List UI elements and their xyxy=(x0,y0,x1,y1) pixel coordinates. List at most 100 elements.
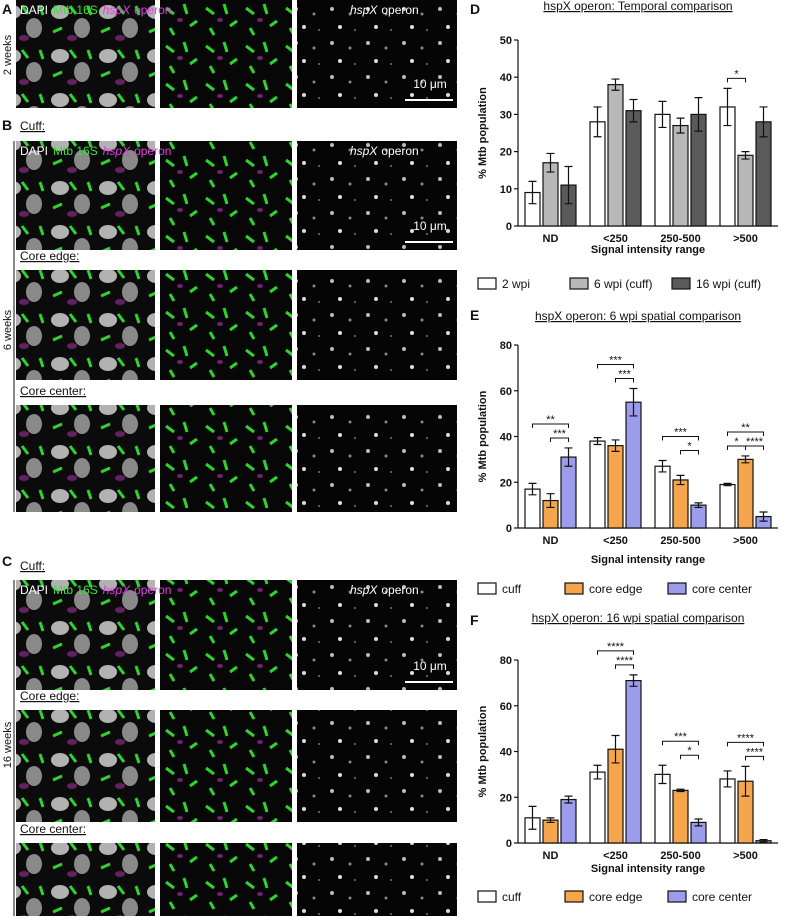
y-tick-label: 30 xyxy=(500,109,512,121)
x-tick-label: <250 xyxy=(603,850,628,862)
significance-label: * xyxy=(734,436,739,448)
micrograph xyxy=(160,141,292,250)
bar xyxy=(654,773,671,844)
scale-bar-label: 10 μm xyxy=(413,219,447,233)
x-tick-label: ND xyxy=(543,850,559,862)
channel-name: hspX xyxy=(103,3,131,17)
region-label: Core edge: xyxy=(20,249,79,263)
significance-label: *** xyxy=(609,354,623,366)
significance-label: *** xyxy=(618,368,632,380)
error-bar xyxy=(611,78,620,91)
error-bar xyxy=(593,764,602,780)
bar xyxy=(589,771,606,844)
micrograph xyxy=(297,270,457,380)
legend-swatch xyxy=(564,582,584,595)
error-bar xyxy=(723,87,732,127)
channel-name: Mtb 16S xyxy=(53,144,98,158)
micrograph xyxy=(16,580,155,690)
y-axis-label: % Mtb population xyxy=(477,87,489,179)
panel-letter: B xyxy=(2,117,12,133)
y-tick-label: 40 xyxy=(500,72,512,84)
error-bar xyxy=(741,151,750,160)
y-tick-label: 0 xyxy=(506,523,512,535)
y-tick-label: 60 xyxy=(500,386,512,398)
error-bar xyxy=(546,817,555,824)
significance-bracket xyxy=(615,377,634,383)
channel-name: hspX xyxy=(350,144,378,158)
error-bar xyxy=(658,459,667,473)
error-bar xyxy=(658,100,667,129)
y-tick-label: 20 xyxy=(500,792,512,804)
channel-name: Mtb 16S xyxy=(53,3,98,17)
region-label: Core center: xyxy=(20,384,86,398)
micrograph xyxy=(160,270,292,380)
legend-label: 2 wpi xyxy=(502,277,530,291)
micrograph xyxy=(297,0,457,108)
significance-label: * xyxy=(734,68,739,80)
significance-label: * xyxy=(687,745,692,757)
y-tick-label: 0 xyxy=(506,221,512,233)
significance-bracket xyxy=(532,423,569,428)
x-axis-label: Signal intensity range xyxy=(591,863,705,875)
legend-label: core center xyxy=(692,890,752,904)
channel-label: DAPI Mtb 16S hspX operon xyxy=(20,3,171,17)
legend-swatch xyxy=(477,890,497,903)
y-tick-label: 40 xyxy=(500,432,512,444)
significance-bracket xyxy=(662,740,699,746)
significance-bracket xyxy=(745,445,764,450)
error-bar xyxy=(694,97,703,132)
micrograph xyxy=(16,141,155,250)
significance-label: **** xyxy=(746,436,764,448)
panel-letter: A xyxy=(2,1,12,17)
bar xyxy=(672,789,689,844)
micrograph xyxy=(297,405,457,512)
time-label: 16 weeks xyxy=(2,721,14,768)
significance-bracket xyxy=(727,741,764,747)
bar xyxy=(607,84,624,227)
channel-name: DAPI xyxy=(20,3,48,17)
legend-label: cuff xyxy=(502,582,522,596)
y-tick-label: 20 xyxy=(500,477,512,489)
x-tick-label: 250-500 xyxy=(660,233,700,245)
significance-bracket xyxy=(597,363,634,369)
legend-swatch xyxy=(667,890,687,903)
legend-label: cuff xyxy=(502,890,522,904)
channel-name: operon xyxy=(134,583,171,597)
error-bar xyxy=(546,152,555,173)
legend-label: core center xyxy=(692,582,752,596)
micrograph xyxy=(297,843,457,916)
micrograph xyxy=(160,580,292,690)
y-axis-label: % Mtb population xyxy=(477,705,489,797)
legend-label: 16 wpi (cuff) xyxy=(696,277,761,291)
channel-label: hspX operon xyxy=(350,583,419,597)
channel-name: hspX xyxy=(350,3,378,17)
micrograph xyxy=(16,0,155,108)
x-tick-label: >500 xyxy=(733,535,758,547)
bar xyxy=(737,154,754,227)
legend-swatch xyxy=(667,582,687,595)
micrograph xyxy=(16,843,155,916)
error-bar xyxy=(759,511,768,522)
channel-label: DAPI Mtb 16S hspX operon xyxy=(20,583,171,597)
error-bar xyxy=(528,180,537,205)
y-tick-label: 80 xyxy=(500,655,512,667)
error-bar xyxy=(741,455,750,464)
bar xyxy=(690,504,707,529)
chart-title: hspX operon: 16 wpi spatial comparison xyxy=(532,611,745,625)
channel-name: operon xyxy=(134,3,171,17)
scale-bar-label: 10 μm xyxy=(413,659,447,673)
significance-bracket xyxy=(745,755,764,761)
significance-bracket xyxy=(662,436,699,441)
charts: hspX operon: Temporal comparison % Mtb po… xyxy=(477,0,778,904)
bar xyxy=(719,483,736,529)
error-bar xyxy=(723,770,732,788)
panel-letter: E xyxy=(470,307,479,323)
chart-title: hspX operon: Temporal comparison xyxy=(543,0,732,13)
bar xyxy=(625,679,642,844)
region-label: Core center: xyxy=(20,822,86,836)
significance-label: **** xyxy=(746,746,764,758)
y-tick-label: 0 xyxy=(506,838,512,850)
channel-name: operon xyxy=(134,144,171,158)
significance-bracket xyxy=(727,431,764,436)
channel-label: DAPI Mtb 16S hspX operon xyxy=(20,144,171,158)
